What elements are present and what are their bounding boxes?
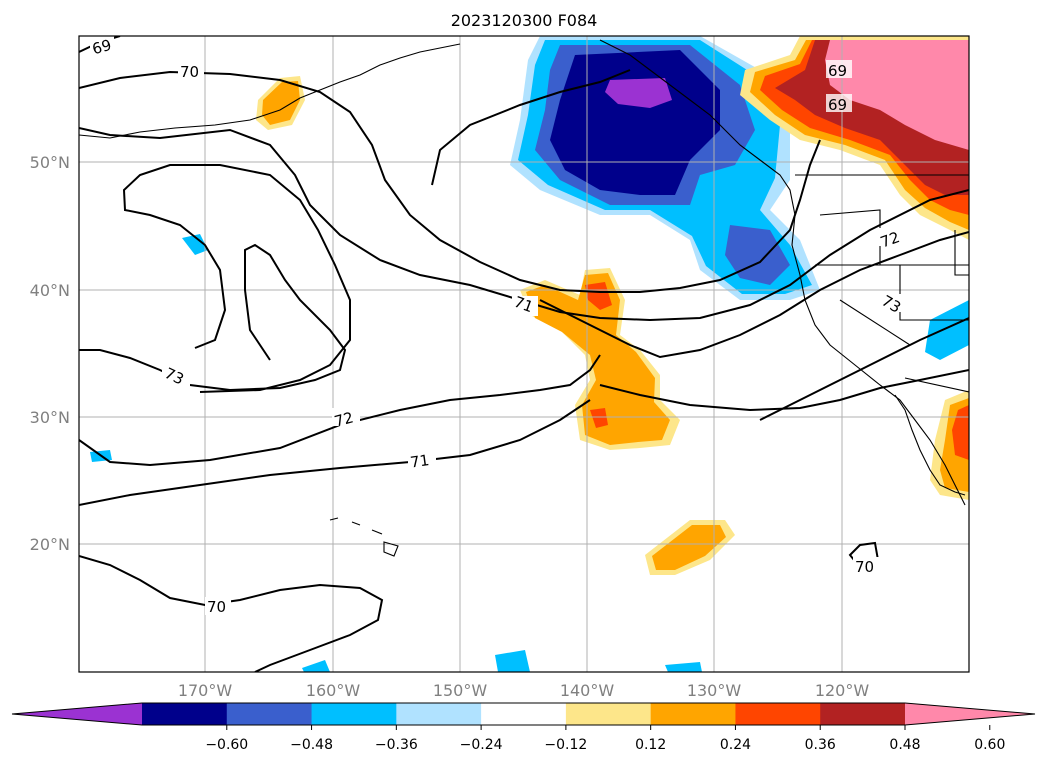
state-border-5 (954, 230, 969, 276)
lon-tick-label: 120°W (815, 681, 870, 700)
contour-lines (79, 36, 969, 672)
latitude-tick-labels: 50°N 40°N 30°N 20°N (30, 153, 70, 554)
contour-label: 71 (409, 451, 430, 471)
shaded-field (90, 36, 969, 672)
contour-line-70-south (79, 555, 384, 672)
map-panel: 69 70 69 69 71 72 73 73 72 71 70 70 (78, 35, 970, 673)
positive-anomaly-baja-red (952, 405, 969, 460)
contour-label: 70 (180, 63, 199, 81)
positive-anomaly-pacific-red (585, 282, 612, 310)
colorbar-segment (650, 703, 736, 725)
contour-line-72-loop (79, 243, 347, 392)
lat-tick-label: 20°N (30, 535, 70, 554)
colorbar-tick-label: −0.48 (290, 737, 333, 753)
se-alaska-coastline (599, 39, 966, 506)
colorbar-tick-label: 0.12 (635, 737, 666, 753)
colorbar-tick-label: 0.48 (889, 737, 920, 753)
colorbar-tick-label: −0.12 (544, 737, 587, 753)
state-border-3 (899, 265, 969, 321)
colorbar-segment (226, 703, 313, 725)
contour-line-73-east (759, 317, 969, 421)
map-frame (78, 35, 970, 673)
contour-label: 69 (828, 62, 847, 80)
state-border-4 (839, 299, 911, 346)
colorbar-segment (565, 703, 652, 725)
colorbar-segment (396, 703, 482, 725)
colorbar-tick-label: −0.36 (375, 737, 418, 753)
colorbar-tick-label: 0.36 (805, 737, 836, 753)
alaska-coastline (79, 43, 461, 139)
longitude-tick-labels: 170°W 160°W 150°W 140°W 130°W 120°W (178, 681, 870, 700)
lat-tick-label: 50°N (30, 153, 70, 172)
positive-anomaly-pacific-red-2 (590, 408, 608, 428)
negative-anomaly-dark-blue (550, 50, 720, 195)
lon-tick-label: 160°W (306, 681, 361, 700)
contour-line-73-loop (122, 164, 351, 393)
figure-title: 2023120300 F084 (451, 11, 598, 30)
negative-anomaly-purple (605, 78, 672, 108)
contour-label: 69 (828, 96, 847, 114)
colorbar-segment (311, 703, 397, 725)
contour-line-72-south (79, 354, 601, 467)
lat-tick-label: 40°N (30, 281, 70, 300)
coastlines (79, 39, 969, 557)
contour-line-71 (79, 127, 969, 322)
lat-tick-label: 30°N (30, 408, 70, 427)
contour-labels: 69 70 69 69 71 72 73 73 72 71 70 70 (90, 36, 906, 616)
lon-tick-label: 150°W (433, 681, 488, 700)
contour-line-72-upper (539, 231, 969, 359)
contour-label: 70 (855, 558, 874, 576)
lon-tick-label: 170°W (178, 681, 233, 700)
contour-line-71-south (79, 399, 591, 506)
contour-line-72-mid (599, 369, 969, 412)
colorbar-segment (820, 703, 906, 725)
negative-anomaly-small-4 (665, 662, 702, 672)
colorbar-extend-high (905, 703, 1035, 725)
lon-tick-label: 130°W (687, 681, 742, 700)
colorbar-tick-label: 0.60 (974, 737, 1005, 753)
baja-coastline (894, 394, 966, 496)
colorbar: −0.60 −0.48 −0.36 −0.24 −0.12 0.12 0.24 0.36 0.4… (11, 702, 1036, 753)
contour-line-70-north (79, 70, 821, 293)
contour-label: 72 (878, 228, 902, 251)
colorbar-tick-label: −0.24 (460, 737, 503, 753)
colorbar-tick-label: 0.24 (720, 737, 751, 753)
contour-label: 72 (332, 408, 355, 430)
negative-anomaly-california (925, 300, 969, 360)
positive-anomaly-aleutian-orange (262, 81, 300, 125)
colorbar-segment (735, 703, 821, 725)
positive-anomaly-hawaii-orange (652, 525, 726, 570)
contour-label: 69 (90, 36, 113, 58)
colorbar-tick-label: −0.60 (205, 737, 248, 753)
positive-anomaly-canada-pink (825, 40, 969, 150)
colorbar-extend-low (12, 703, 142, 725)
hawaii-islands (329, 517, 399, 557)
colorbar-segment (481, 703, 567, 725)
negative-anomaly-small-5 (302, 660, 330, 672)
contour-label: 70 (207, 598, 226, 616)
negative-anomaly-small-1 (182, 234, 208, 255)
colorbar-segment (142, 703, 228, 725)
lon-tick-label: 140°W (560, 681, 615, 700)
negative-anomaly-small-3 (495, 650, 530, 672)
contour-line-69-ak (431, 69, 631, 186)
colorbar-outline (11, 702, 1036, 726)
contour-label: 71 (512, 293, 536, 316)
